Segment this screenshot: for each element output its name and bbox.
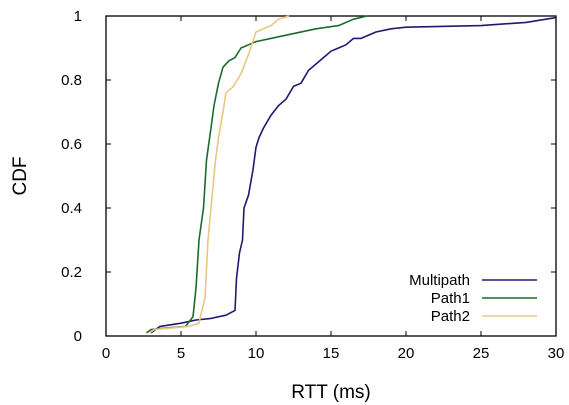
- y-tick-label: 0: [74, 328, 82, 345]
- series-line-multipath: [150, 16, 557, 334]
- x-tick-label: 20: [398, 345, 415, 362]
- legend-label-path2: Path2: [431, 308, 470, 325]
- x-axis-title: RTT (ms): [291, 382, 371, 403]
- y-axis: 0 0.2 0.4 0.6 0.8 1: [61, 8, 556, 345]
- x-tick-label: 0: [102, 345, 110, 362]
- x-tick-label: 30: [548, 345, 565, 362]
- x-tick-label: 5: [177, 345, 185, 362]
- x-tick-label: 10: [248, 345, 265, 362]
- y-axis-title: CDF: [10, 156, 31, 195]
- plot-frame: [105, 15, 557, 337]
- legend-label-multipath: Multipath: [409, 272, 470, 289]
- x-tick-label: 25: [473, 345, 490, 362]
- y-tick-label: 1: [74, 8, 82, 25]
- x-tick-label: 15: [323, 345, 340, 362]
- y-tick-label: 0.2: [61, 264, 82, 281]
- series-line-path2: [149, 15, 290, 334]
- plot-area: [105, 15, 557, 337]
- y-tick-label: 0.4: [61, 200, 82, 217]
- legend-label-path1: Path1: [431, 290, 470, 307]
- series-line-path1: [146, 15, 368, 334]
- y-tick-label: 0.8: [61, 72, 82, 89]
- y-tick-label: 0.6: [61, 136, 82, 153]
- x-axis: 0 5 10 15 20 25 30: [102, 16, 565, 362]
- series-lines: [146, 15, 557, 334]
